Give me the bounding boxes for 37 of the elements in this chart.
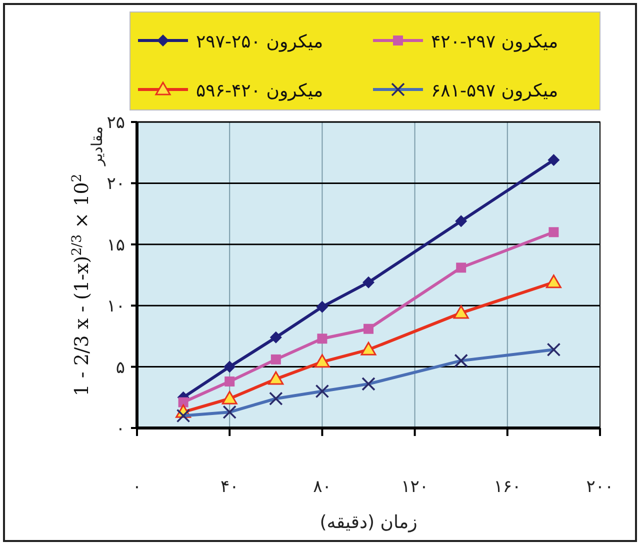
point	[316, 300, 328, 313]
x-tick-label: ۲۰۰	[586, 477, 614, 497]
legend-label: میکرون ۲۵۰-۲۹۷	[196, 32, 324, 52]
point	[268, 371, 284, 385]
point	[360, 342, 376, 356]
point	[270, 331, 282, 344]
y-tick-label: ۲۰	[106, 174, 125, 194]
x-tick-label: ۸۰	[313, 477, 332, 497]
point	[364, 324, 374, 334]
point	[455, 215, 468, 228]
point	[224, 376, 235, 386]
point	[317, 334, 328, 344]
point	[456, 262, 466, 273]
point	[178, 397, 188, 408]
x-tick-label: ۰	[132, 477, 142, 497]
point	[453, 305, 469, 319]
y-tick-label: ۱۵	[106, 235, 125, 256]
point	[548, 227, 559, 238]
legend-label: میکرون ۵۹۷-۶۸۱	[431, 80, 558, 102]
point	[362, 276, 374, 288]
x-tick-label: ۱۲۰	[401, 477, 429, 497]
y-tick-label: ۲۵	[106, 113, 125, 133]
x-tick-label: ۱۶۰	[494, 477, 522, 497]
y-tick-label: ۵	[116, 358, 125, 378]
point	[548, 154, 560, 166]
y-tick-label: ۱۰	[106, 296, 125, 317]
point	[222, 390, 238, 404]
x-tick-label: ۴۰	[220, 477, 239, 497]
point	[314, 354, 330, 368]
point	[546, 274, 562, 288]
x-axis-title: زمان (دقیقه)	[320, 512, 418, 533]
point	[224, 360, 236, 373]
y-tick-label: ۰	[116, 419, 125, 439]
legend-label: میکرون ۴۲۰-۵۹۶	[196, 80, 324, 102]
point	[270, 354, 281, 364]
text: مقادیر	[88, 126, 106, 167]
legend-label: میکرون ۲۹۷-۴۲۰	[431, 32, 558, 52]
